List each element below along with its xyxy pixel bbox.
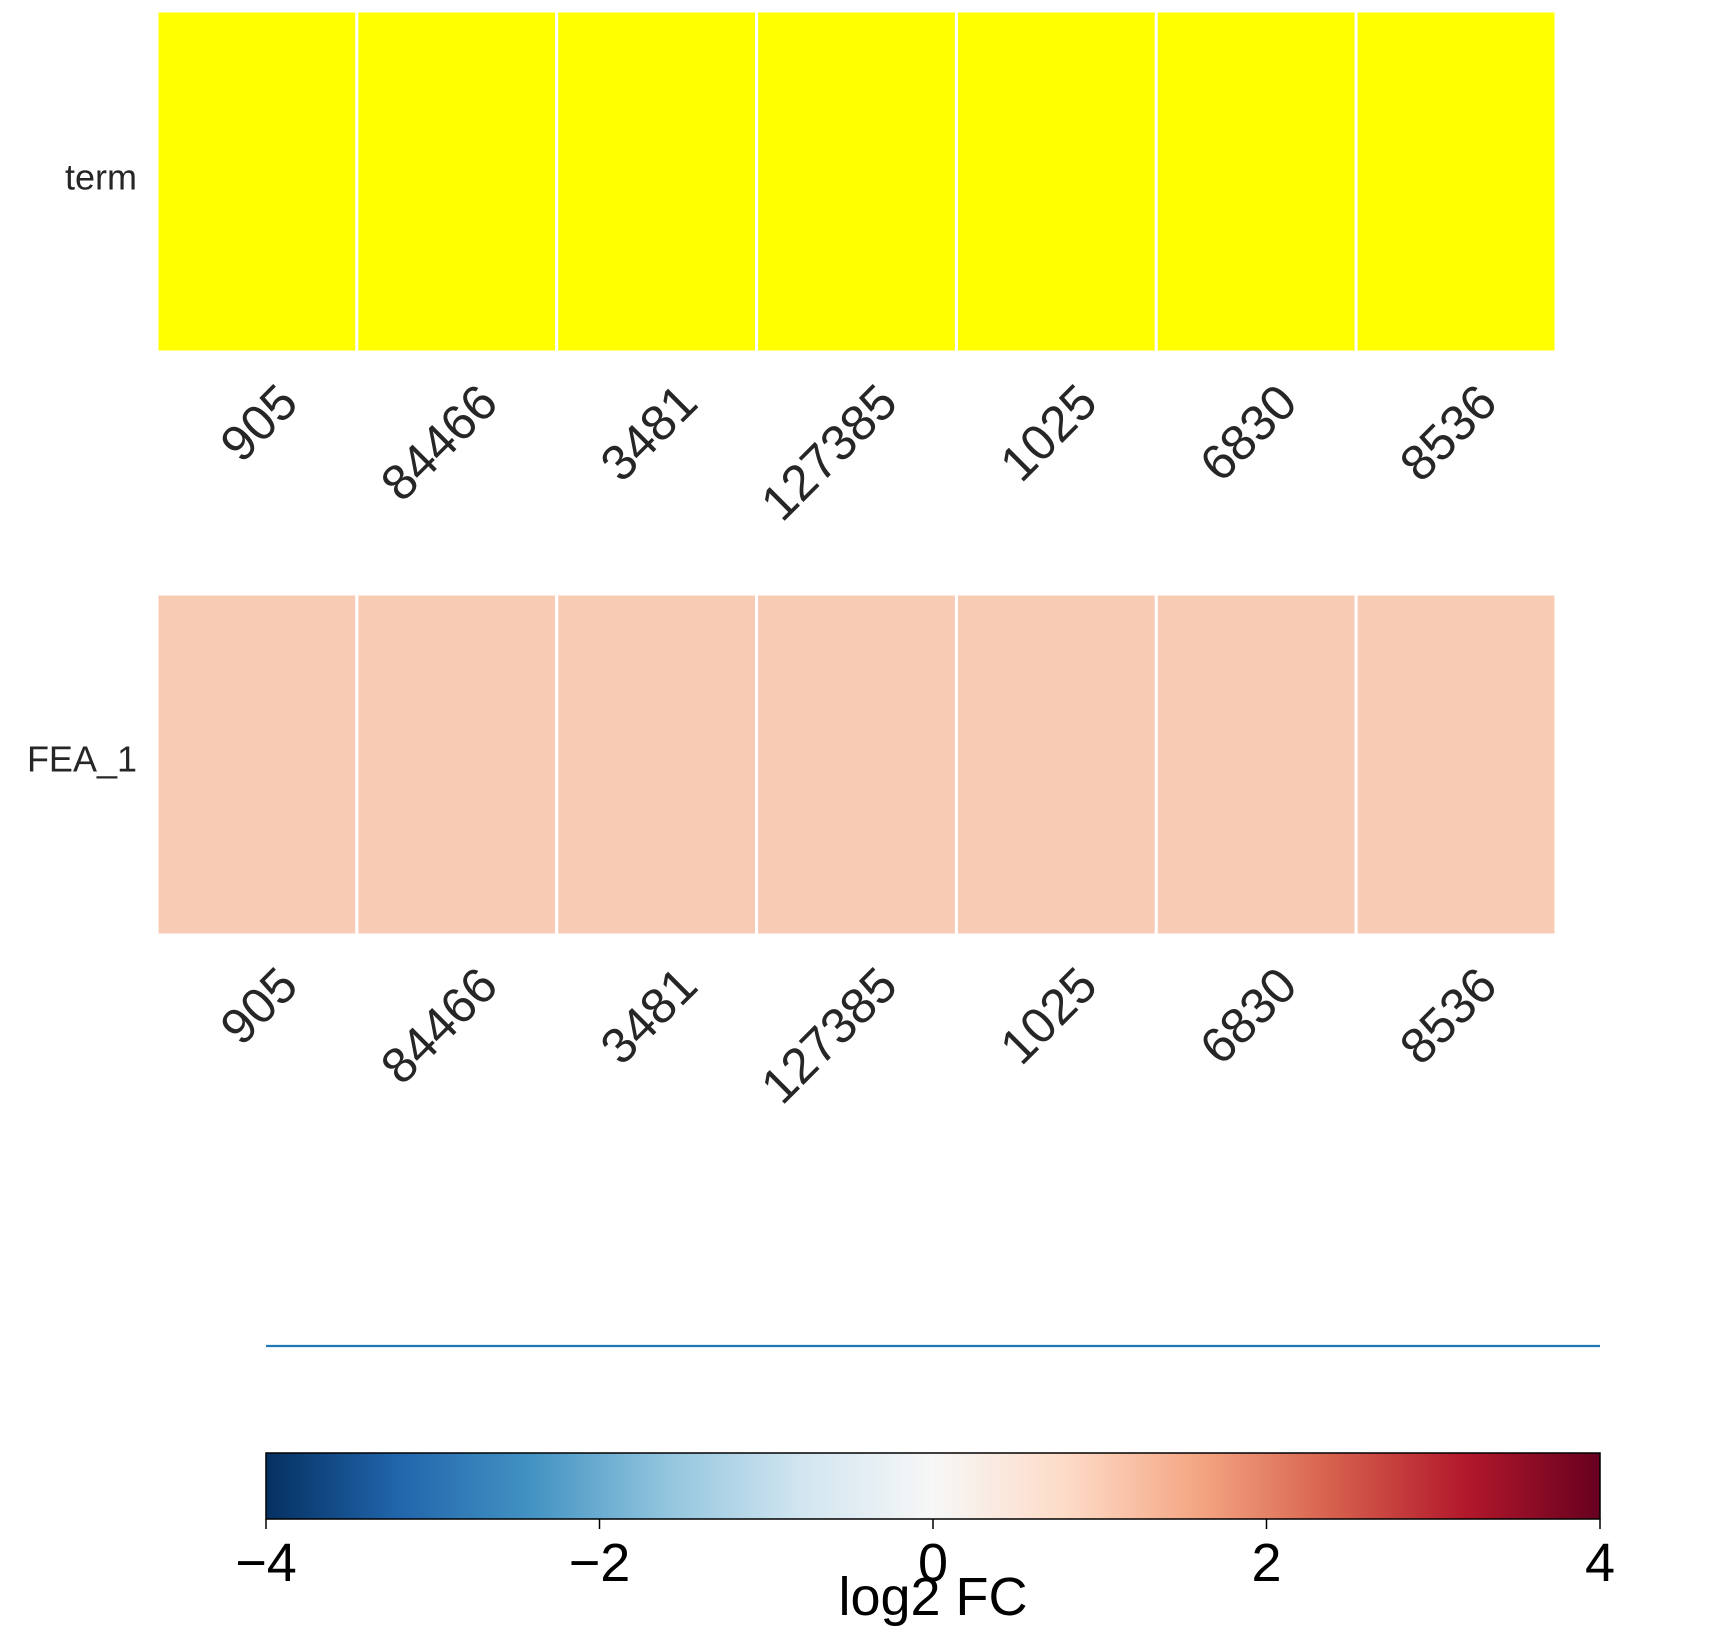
heatmap-cell (555, 9, 759, 354)
x-tick-label: 905 (210, 957, 309, 1056)
heatmap-cell (954, 592, 1158, 937)
x-tick-label: 8536 (1389, 957, 1507, 1075)
heatmap-cell (1354, 592, 1558, 937)
x-tick-label: 6830 (1189, 374, 1307, 492)
x-tick-label: 1025 (989, 957, 1107, 1075)
colorbar-tick-label: 2 (1251, 1533, 1281, 1593)
colorbar-tick-label: −2 (569, 1533, 631, 1593)
colorbar-gradient (265, 1452, 1601, 1520)
heatmap-term: term 905 84466 3481 127385 1025 6830 8536 (65, 9, 1558, 532)
x-tick-labels-term: 905 84466 3481 127385 1025 6830 8536 (210, 374, 1508, 532)
heatmap-cells-fea-1 (155, 592, 1558, 937)
x-tick-label: 905 (210, 374, 309, 473)
heatmap-cell (155, 592, 359, 937)
x-tick-label: 8536 (1389, 374, 1507, 492)
heatmap-cell (155, 9, 359, 354)
colorbar-tick-label: −4 (235, 1533, 297, 1593)
x-tick-label: 1025 (989, 374, 1107, 492)
x-tick-label: 3481 (590, 957, 708, 1075)
row-label-fea-1: FEA_1 (27, 739, 137, 780)
x-tick-label: 127385 (750, 957, 908, 1115)
colorbar: −4 −2 0 2 4 log2 FC (235, 1452, 1615, 1627)
x-tick-label: 3481 (590, 374, 708, 492)
x-tick-label: 6830 (1189, 957, 1307, 1075)
heatmap-cell (755, 9, 958, 354)
heatmap-cell (1154, 9, 1358, 354)
heatmap-cell (355, 592, 559, 937)
x-tick-labels-fea-1: 905 84466 3481 127385 1025 6830 8536 (210, 957, 1508, 1115)
colorbar-tick-label: 0 (918, 1533, 948, 1593)
x-tick-label: 127385 (750, 374, 908, 532)
heatmap-fea-1: FEA_1 905 84466 3481 127385 1025 6830 8536 (27, 592, 1558, 1115)
heatmap-cell (555, 592, 759, 937)
x-tick-label: 84466 (370, 957, 508, 1095)
heatmap-cell (1354, 9, 1558, 354)
heatmap-cell (1154, 592, 1358, 937)
colorbar-ticks: −4 −2 0 2 4 (235, 1519, 1615, 1593)
heatmap-cell (954, 9, 1158, 354)
x-tick-label: 84466 (370, 374, 508, 512)
colorbar-label: log2 FC (838, 1567, 1027, 1627)
heatmap-cell (755, 592, 958, 937)
heatmap-cells-term (155, 9, 1558, 354)
row-label-term: term (65, 157, 137, 198)
colorbar-tick-label: 4 (1585, 1533, 1615, 1593)
heatmap-cell (355, 9, 559, 354)
